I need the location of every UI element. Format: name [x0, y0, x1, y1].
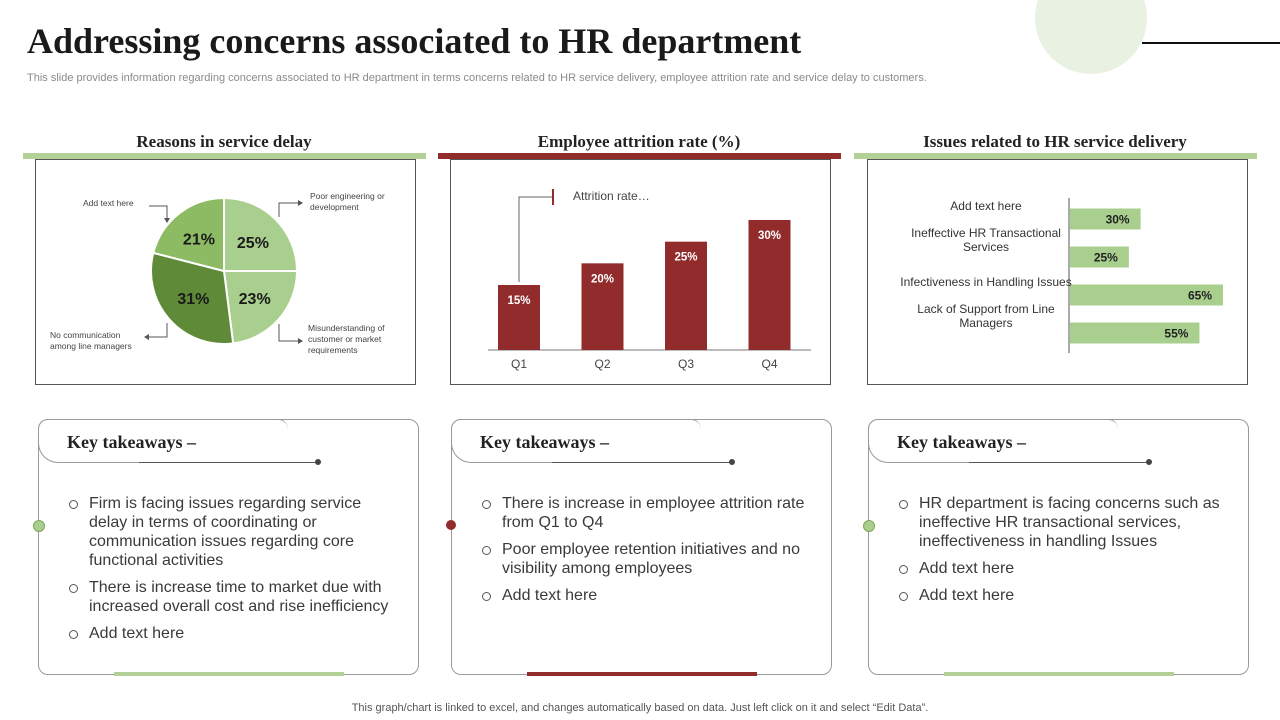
y-category-label: Lack of Support from Line Managers: [917, 302, 1055, 330]
hr-delivery-bar-chart[interactable]: 30% Add text here 25% Ineffective HR Transa…: [868, 160, 1249, 386]
takeaway-item: There is increase time to market due wit…: [69, 578, 399, 616]
panel-rule-hr-delivery: [854, 153, 1257, 159]
takeaways-list: There is increase in employee attrition …: [482, 494, 812, 613]
takeaways-card-2: Key takeaways – There is increase in emp…: [446, 419, 832, 676]
x-tick-label: Q2: [594, 357, 610, 371]
page-subtitle: This slide provides information regardin…: [27, 72, 927, 84]
attrition-bar[interactable]: [748, 220, 791, 350]
pie-slice-value-label: 25%: [237, 235, 269, 252]
takeaways-list: Firm is facing issues regarding service …: [69, 494, 399, 651]
card-bottom-accent: [527, 672, 757, 676]
footnote: This graph/chart is linked to excel, and…: [351, 702, 929, 714]
attrition-chart-panel: 15% Q1 20% Q2 25% Q3 30% Q4 Attrition rate…: [450, 159, 831, 385]
tab-connector-dot: [729, 459, 735, 465]
x-tick-label: Q4: [761, 357, 777, 371]
takeaways-heading: Key takeaways –: [897, 432, 1026, 452]
pie-category-label: Misunderstanding of customer or market req…: [308, 323, 385, 355]
y-category-label: Ineffective HR Transactional Services: [911, 226, 1061, 254]
takeaway-item: Add text here: [482, 586, 812, 605]
bar-data-label: 30%: [758, 230, 781, 242]
side-marker-dot: [33, 520, 45, 532]
pie-category-label: No communication among line managers: [50, 330, 132, 351]
pie-slice-value-label: 23%: [239, 291, 271, 308]
bar-data-label: 20%: [591, 273, 614, 285]
takeaways-card-1: Key takeaways – Firm is facing issues re…: [33, 419, 419, 676]
takeaway-item: Firm is facing issues regarding service …: [69, 494, 399, 570]
hr-issue-bar[interactable]: [1070, 246, 1129, 268]
panel-rule-attrition: [438, 153, 841, 159]
card-bottom-accent: [944, 672, 1174, 676]
pie-leader-line: [149, 323, 168, 338]
tab-connector-dot: [315, 459, 321, 465]
annotation-leader-line: [518, 196, 553, 282]
takeaways-heading: Key takeaways –: [480, 432, 609, 452]
bar-data-label: 30%: [1106, 213, 1130, 227]
y-category-label: Add text here: [950, 199, 1022, 213]
bar-data-label: 25%: [1094, 251, 1118, 265]
pie-leader-line: [278, 324, 298, 342]
pie-slice[interactable]: [223, 196, 299, 272]
hr-delivery-chart-panel: 30% Add text here 25% Ineffective HR Transa…: [867, 159, 1248, 385]
side-marker-dot: [863, 520, 875, 532]
x-tick-label: Q1: [511, 357, 527, 371]
takeaway-item: There is increase in employee attrition …: [482, 494, 812, 532]
takeaway-item: Poor employee retention initiatives and …: [482, 540, 812, 578]
takeaway-item: Add text here: [899, 586, 1229, 605]
tab-connector-dot: [1146, 459, 1152, 465]
panel-title-hr-delivery: Issues related to HR service delivery: [923, 132, 1187, 151]
pie-category-label: Poor engineering or development: [310, 191, 385, 212]
takeaway-item: Add text here: [69, 624, 399, 643]
x-tick-label: Q3: [678, 357, 694, 371]
pie-leader-arrow: [144, 334, 149, 340]
bar-data-label: 65%: [1188, 289, 1212, 303]
attrition-bar[interactable]: [581, 263, 624, 350]
takeaways-tab: Key takeaways –: [868, 419, 1118, 463]
panel-title-service-delay: Reasons in service delay: [136, 132, 312, 151]
pie-leader-line: [278, 202, 298, 217]
pie-leader-arrow: [298, 338, 303, 344]
panel-title-attrition: Employee attrition rate (%): [537, 132, 741, 151]
pie-leader-line: [149, 205, 168, 218]
pie-leader-arrow: [164, 218, 170, 223]
pie-chart-panel: 25% 23% 31% 21% Poor engineering or developme…: [35, 159, 416, 385]
takeaways-heading: Key takeaways –: [67, 432, 196, 452]
bar-data-label: 25%: [674, 252, 697, 264]
tab-connector-line: [969, 462, 1149, 463]
hr-issue-bar[interactable]: [1070, 284, 1223, 306]
hr-issue-bar[interactable]: [1070, 208, 1141, 230]
pie-category-label: Add text here: [83, 198, 134, 208]
pie-slice-value-label: 21%: [183, 232, 215, 249]
side-marker-dot: [446, 520, 456, 530]
pie-chart[interactable]: 25% 23% 31% 21% Poor engineering or developme…: [36, 160, 417, 386]
takeaways-list: HR department is facing concerns such as…: [899, 494, 1229, 613]
tab-connector-line: [552, 462, 732, 463]
bar-data-label: 15%: [507, 295, 530, 307]
page-title: Addressing concerns associated to HR dep…: [27, 21, 802, 61]
takeaway-item: HR department is facing concerns such as…: [899, 494, 1229, 551]
annotation-label: Attrition rate…: [573, 189, 650, 203]
panel-rule-service-delay: [23, 153, 426, 159]
pie-slice-value-label: 31%: [177, 291, 209, 308]
card-bottom-accent: [114, 672, 344, 676]
pie-slice[interactable]: [152, 196, 225, 273]
takeaways-tab: Key takeaways –: [451, 419, 701, 463]
takeaways-tab: Key takeaways –: [38, 419, 288, 463]
pie-slice[interactable]: [222, 270, 299, 345]
takeaway-item: Add text here: [899, 559, 1229, 578]
pie-slice[interactable]: [150, 251, 235, 345]
attrition-bar[interactable]: [665, 241, 707, 350]
tab-connector-line: [139, 462, 319, 463]
pie-leader-arrow: [298, 200, 303, 206]
attrition-bar-chart[interactable]: 15% Q1 20% Q2 25% Q3 30% Q4 Attrition rate…: [451, 160, 832, 386]
attrition-bar[interactable]: [498, 285, 540, 350]
y-category-label: Infectiveness in Handling Issues: [900, 275, 1071, 289]
hr-issue-bar[interactable]: [1070, 322, 1200, 344]
decorative-circle: [1035, 0, 1147, 74]
decorative-line: [1142, 42, 1280, 44]
takeaways-card-3: Key takeaways – HR department is facing …: [863, 419, 1249, 676]
bar-data-label: 55%: [1164, 327, 1188, 341]
